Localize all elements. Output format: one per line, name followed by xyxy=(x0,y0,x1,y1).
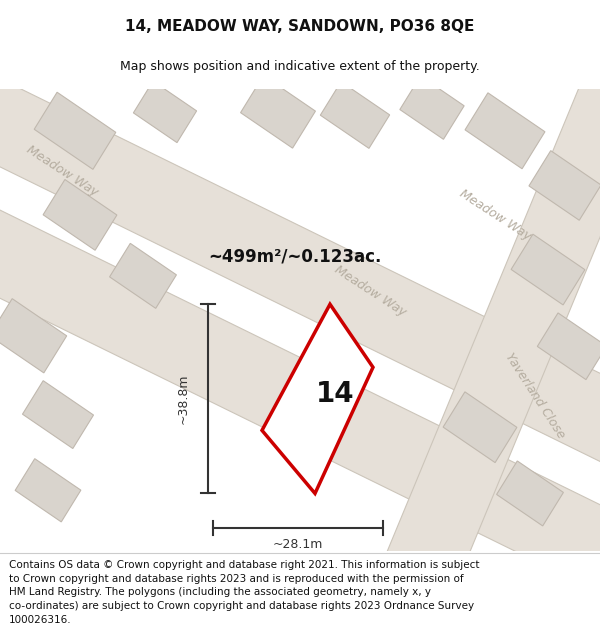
Text: co-ordinates) are subject to Crown copyright and database rights 2023 Ordnance S: co-ordinates) are subject to Crown copyr… xyxy=(9,601,474,611)
Polygon shape xyxy=(400,76,464,139)
Polygon shape xyxy=(511,234,585,305)
Text: Meadow Way: Meadow Way xyxy=(24,142,100,199)
Polygon shape xyxy=(320,82,389,148)
Polygon shape xyxy=(0,299,67,373)
Text: 14: 14 xyxy=(316,379,355,408)
Text: 14, MEADOW WAY, SANDOWN, PO36 8QE: 14, MEADOW WAY, SANDOWN, PO36 8QE xyxy=(125,19,475,34)
Text: Contains OS data © Crown copyright and database right 2021. This information is : Contains OS data © Crown copyright and d… xyxy=(9,560,479,570)
Text: Yaverland Close: Yaverland Close xyxy=(502,351,568,441)
Polygon shape xyxy=(262,304,373,494)
Text: Meadow Way: Meadow Way xyxy=(332,262,408,319)
Text: Meadow Way: Meadow Way xyxy=(457,187,533,243)
Polygon shape xyxy=(43,179,117,250)
Text: ~38.8m: ~38.8m xyxy=(176,374,190,424)
Text: to Crown copyright and database rights 2023 and is reproduced with the permissio: to Crown copyright and database rights 2… xyxy=(9,574,464,584)
Polygon shape xyxy=(22,381,94,449)
Polygon shape xyxy=(0,48,600,493)
Text: HM Land Registry. The polygons (including the associated geometry, namely x, y: HM Land Registry. The polygons (includin… xyxy=(9,588,431,598)
Polygon shape xyxy=(15,459,81,522)
Polygon shape xyxy=(497,461,563,526)
Polygon shape xyxy=(241,76,316,148)
Polygon shape xyxy=(0,179,600,624)
Text: ~499m²/~0.123ac.: ~499m²/~0.123ac. xyxy=(208,248,382,266)
Polygon shape xyxy=(465,93,545,169)
Polygon shape xyxy=(385,73,600,588)
Text: Map shows position and indicative extent of the property.: Map shows position and indicative extent… xyxy=(120,60,480,73)
Polygon shape xyxy=(34,92,116,169)
Polygon shape xyxy=(529,151,600,220)
Text: 100026316.: 100026316. xyxy=(9,614,71,624)
Polygon shape xyxy=(538,313,600,379)
Text: ~28.1m: ~28.1m xyxy=(273,539,323,551)
Polygon shape xyxy=(110,243,176,308)
Polygon shape xyxy=(133,81,197,142)
Polygon shape xyxy=(443,392,517,462)
